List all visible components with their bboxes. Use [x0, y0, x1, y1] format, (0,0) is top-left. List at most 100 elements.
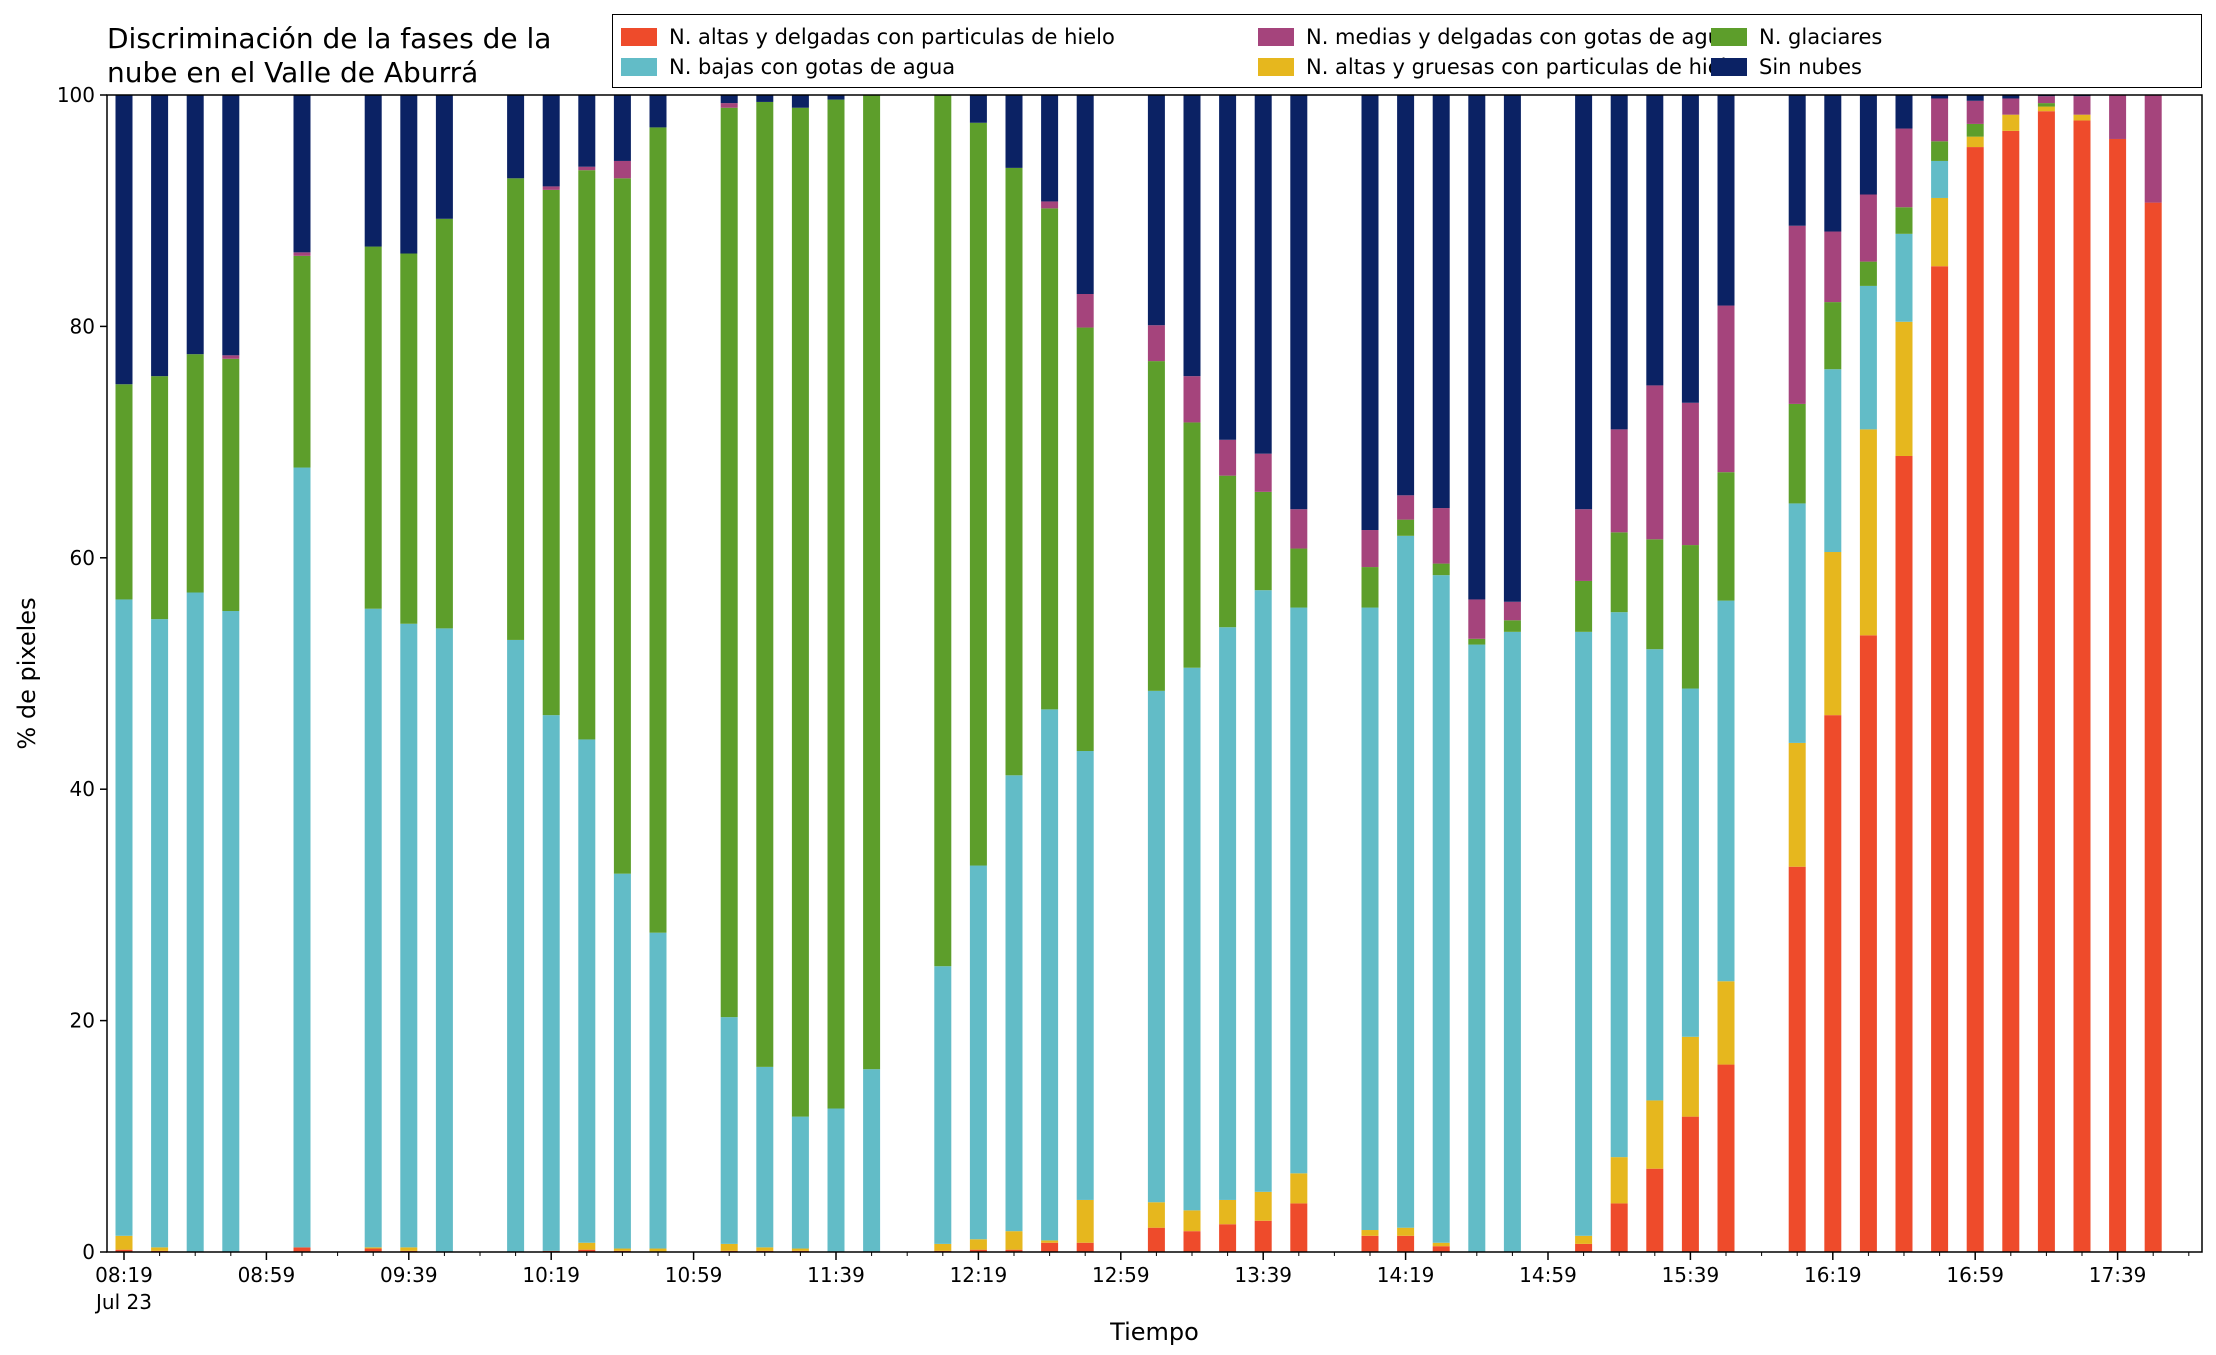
bar-segment-3-0	[115, 384, 133, 600]
bar-segment-5-36	[1397, 95, 1415, 496]
y-ticks: 0 20 40 60 80 100	[57, 83, 107, 1264]
bar-segment-3-13	[578, 170, 596, 740]
bar-segment-0-50	[1895, 455, 1913, 1253]
bar-segment-0-53	[2002, 130, 2020, 1252]
bar-segment-4-32	[1254, 453, 1272, 492]
bar-segment-3-48	[1824, 302, 1842, 370]
bar-segment-1-13	[578, 1242, 596, 1250]
bar-segment-4-57	[2144, 95, 2162, 203]
bar-segment-5-51	[1931, 95, 1949, 99]
bar-segment-2-3	[222, 611, 240, 1252]
chart-title-line-1: Discriminación de la fases de la	[107, 22, 552, 55]
x-tick-label-2: 09:39	[380, 1263, 438, 1287]
bar-segment-1-27	[1076, 1199, 1094, 1243]
bar-segment-2-42	[1610, 612, 1628, 1158]
bar-segment-2-0	[115, 599, 133, 1236]
bar-segment-3-1	[151, 376, 169, 620]
bar-segment-3-35	[1361, 567, 1379, 608]
bar-segment-2-38	[1468, 644, 1486, 1252]
bar-segment-4-47	[1788, 225, 1806, 404]
bar-segment-3-52	[1966, 123, 1984, 137]
bar-segment-5-31	[1219, 95, 1237, 440]
bar-segment-1-29	[1147, 1202, 1165, 1228]
bar-segment-5-47	[1788, 95, 1806, 226]
bar-segment-0-48	[1824, 715, 1842, 1252]
bar-segment-3-11	[507, 178, 525, 640]
x-tick-label-11: 15:39	[1662, 1263, 1720, 1287]
bar-segment-2-8	[400, 623, 418, 1248]
bar-segment-3-17	[720, 107, 738, 1018]
bar-segment-1-24	[969, 1239, 987, 1250]
bar-segment-2-12	[542, 715, 560, 1251]
bar-segment-0-49	[1859, 635, 1877, 1252]
bar-segment-2-14	[613, 873, 631, 1249]
bar-segment-3-51	[1931, 141, 1949, 161]
bar-segment-0-56	[2109, 138, 2127, 1253]
legend-item-5: Sin nubes	[1711, 52, 1862, 82]
bar-segment-2-47	[1788, 503, 1806, 743]
bar-segment-5-42	[1610, 95, 1628, 430]
legend-label-1: N. altas y gruesas con particulas de hie…	[1306, 55, 1740, 79]
bar-segment-5-44	[1681, 95, 1699, 403]
bar-segment-3-18	[756, 101, 774, 1067]
bar-segment-1-19	[791, 1248, 809, 1251]
bar-segment-5-53	[2002, 95, 2020, 99]
bar-segment-2-48	[1824, 369, 1842, 553]
bar-segment-5-30	[1183, 95, 1201, 377]
bar-segment-1-23	[934, 1243, 952, 1251]
bar-segment-4-54	[2037, 96, 2055, 104]
bar-segment-5-5	[293, 95, 311, 253]
bar-segment-0-47	[1788, 866, 1806, 1252]
bar-segment-0-27	[1076, 1242, 1094, 1252]
bar-segment-2-18	[756, 1066, 774, 1248]
bar-segment-0-57	[2144, 202, 2162, 1253]
bar-segment-2-21	[863, 1069, 881, 1252]
bar-segment-4-49	[1859, 194, 1877, 262]
bar-segment-2-24	[969, 865, 987, 1240]
bar-segment-3-38	[1468, 638, 1486, 645]
bar-segment-0-32	[1254, 1220, 1272, 1252]
x-tick-label-7: 12:59	[1092, 1263, 1150, 1287]
bar-segment-2-5	[293, 467, 311, 1248]
bar-segment-1-42	[1610, 1157, 1628, 1204]
bar-segment-4-36	[1397, 495, 1415, 520]
bar-segment-1-52	[1966, 136, 1984, 148]
bar-segment-4-13	[578, 166, 596, 171]
bar-segment-5-24	[969, 95, 987, 123]
bar-segment-1-18	[756, 1247, 774, 1251]
bar-segment-5-45	[1717, 95, 1735, 306]
bar-segment-4-37	[1432, 508, 1450, 564]
bar-segment-5-32	[1254, 95, 1272, 454]
bar-segment-2-20	[827, 1108, 845, 1252]
bar-segment-3-36	[1397, 519, 1415, 536]
bar-segment-1-44	[1681, 1036, 1699, 1117]
bar-segment-5-50	[1895, 95, 1913, 129]
bar-segment-4-53	[2002, 98, 2020, 115]
bar-segment-5-15	[649, 95, 667, 128]
bar-segment-0-41	[1575, 1243, 1593, 1252]
bar-segment-5-48	[1824, 95, 1842, 232]
bar-segment-0-55	[2073, 120, 2091, 1253]
bar-segment-3-49	[1859, 261, 1877, 286]
bar-segment-4-12	[542, 186, 560, 190]
bar-segment-1-32	[1254, 1191, 1272, 1221]
bar-segment-1-50	[1895, 321, 1913, 456]
bar-segment-3-24	[969, 122, 987, 866]
bar-segment-5-33	[1290, 95, 1308, 510]
y-tick-label-5: 100	[57, 83, 95, 107]
bar-segment-2-9	[435, 628, 453, 1252]
bar-segment-4-51	[1931, 98, 1949, 142]
bar-segment-4-38	[1468, 599, 1486, 639]
bar-segment-0-30	[1183, 1231, 1201, 1252]
legend-label-4: N. medias y delgadas con gotas de agua	[1306, 25, 1734, 49]
bar-segment-4-5	[293, 252, 311, 256]
bar-segment-2-49	[1859, 285, 1877, 430]
chart-title: Discriminación de la fases de la nube en…	[107, 22, 551, 90]
bar-segment-2-29	[1147, 690, 1165, 1203]
bar-segment-1-55	[2073, 114, 2091, 121]
bar-segment-2-7	[364, 608, 382, 1248]
bar-segment-3-15	[649, 127, 667, 933]
bar-segment-5-39	[1503, 95, 1521, 602]
x-tick-label-5: 11:39	[807, 1263, 865, 1287]
bar-segment-5-0	[115, 95, 133, 385]
